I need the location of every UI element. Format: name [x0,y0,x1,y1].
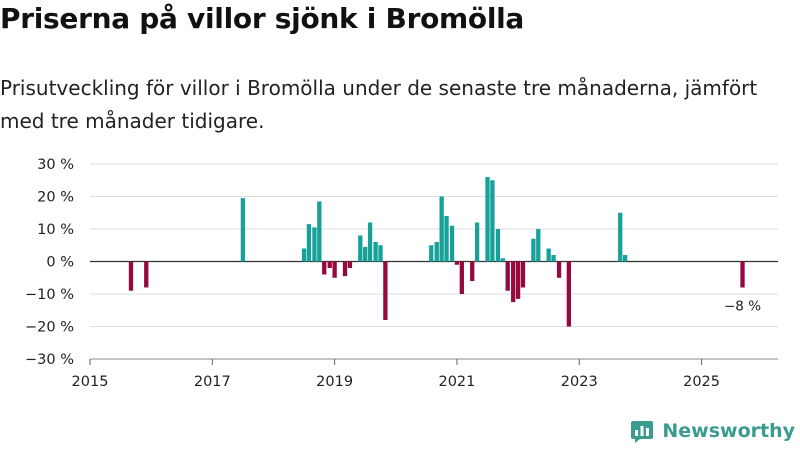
bar [449,225,455,262]
bar [429,245,434,262]
y-tick-label: 30 % [37,157,74,173]
y-tick-label: −10 % [25,287,74,303]
bar [566,261,571,327]
last-value-label: −8 % [724,299,761,315]
y-tick-label: 20 % [37,190,74,206]
bar [327,261,332,268]
y-axis: 30 % 20 % 10 % 0 % −10 % −20 % −30 % [25,157,74,368]
y-tick-label: 10 % [37,222,74,238]
bar [470,261,475,281]
bar [439,196,444,262]
bar-chart: 2015 2017 2019 2021 2023 2025 30 % 20 % 10 % 0 %… [25,157,778,390]
bar [740,261,745,288]
bar [347,261,353,268]
x-tick-label: 2017 [194,374,231,390]
annotation-layer: −8 % [724,299,761,315]
bar [511,261,516,303]
bar [618,212,623,262]
x-tick-label: 2015 [72,374,109,390]
bar [317,201,322,262]
bar-series [128,177,745,327]
bar [358,235,363,262]
bar [312,227,317,262]
bar [301,248,307,262]
bar [363,246,368,262]
bar [454,261,460,265]
bar [622,255,628,262]
x-tick-label: 2023 [561,374,598,390]
x-tick-label: 2025 [683,374,720,390]
bar [378,245,383,262]
bar [306,224,312,262]
x-axis: 2015 2017 2019 2021 2023 2025 [72,358,778,390]
chart-title: Priserna på villor sjönk i Bromölla [0,2,525,35]
bar [485,177,490,262]
brand-name: Newsworthy [662,420,795,442]
bar [531,238,536,262]
bar [332,261,337,278]
x-tick-label: 2019 [316,374,353,390]
bar [546,248,551,262]
bar [373,242,378,262]
bar [520,261,526,288]
y-tick-label: 0 % [46,255,74,271]
newsworthy-logo[interactable]: Newsworthy [630,419,795,443]
bar [556,261,562,278]
y-tick-label: −30 % [25,352,74,368]
bar [367,222,373,262]
bar [444,216,449,262]
bar [495,229,501,262]
bar [551,255,556,262]
bar [434,242,439,262]
newsworthy-logo-icon [631,421,654,443]
chart-subtitle: Prisutveckling för villor i Bromölla und… [0,76,758,133]
bar [128,261,134,291]
gridlines [90,163,778,360]
bar [383,261,388,320]
bar [342,261,348,277]
bar [240,198,246,262]
y-tick-label: −20 % [25,320,74,336]
bar [505,261,510,291]
bar [515,261,521,299]
x-tick-label: 2021 [438,374,475,390]
bar [144,261,149,288]
bar [536,229,541,262]
bar [322,261,327,275]
bar [459,261,464,294]
bar [474,222,480,262]
bar [500,258,505,262]
bar [490,180,495,262]
